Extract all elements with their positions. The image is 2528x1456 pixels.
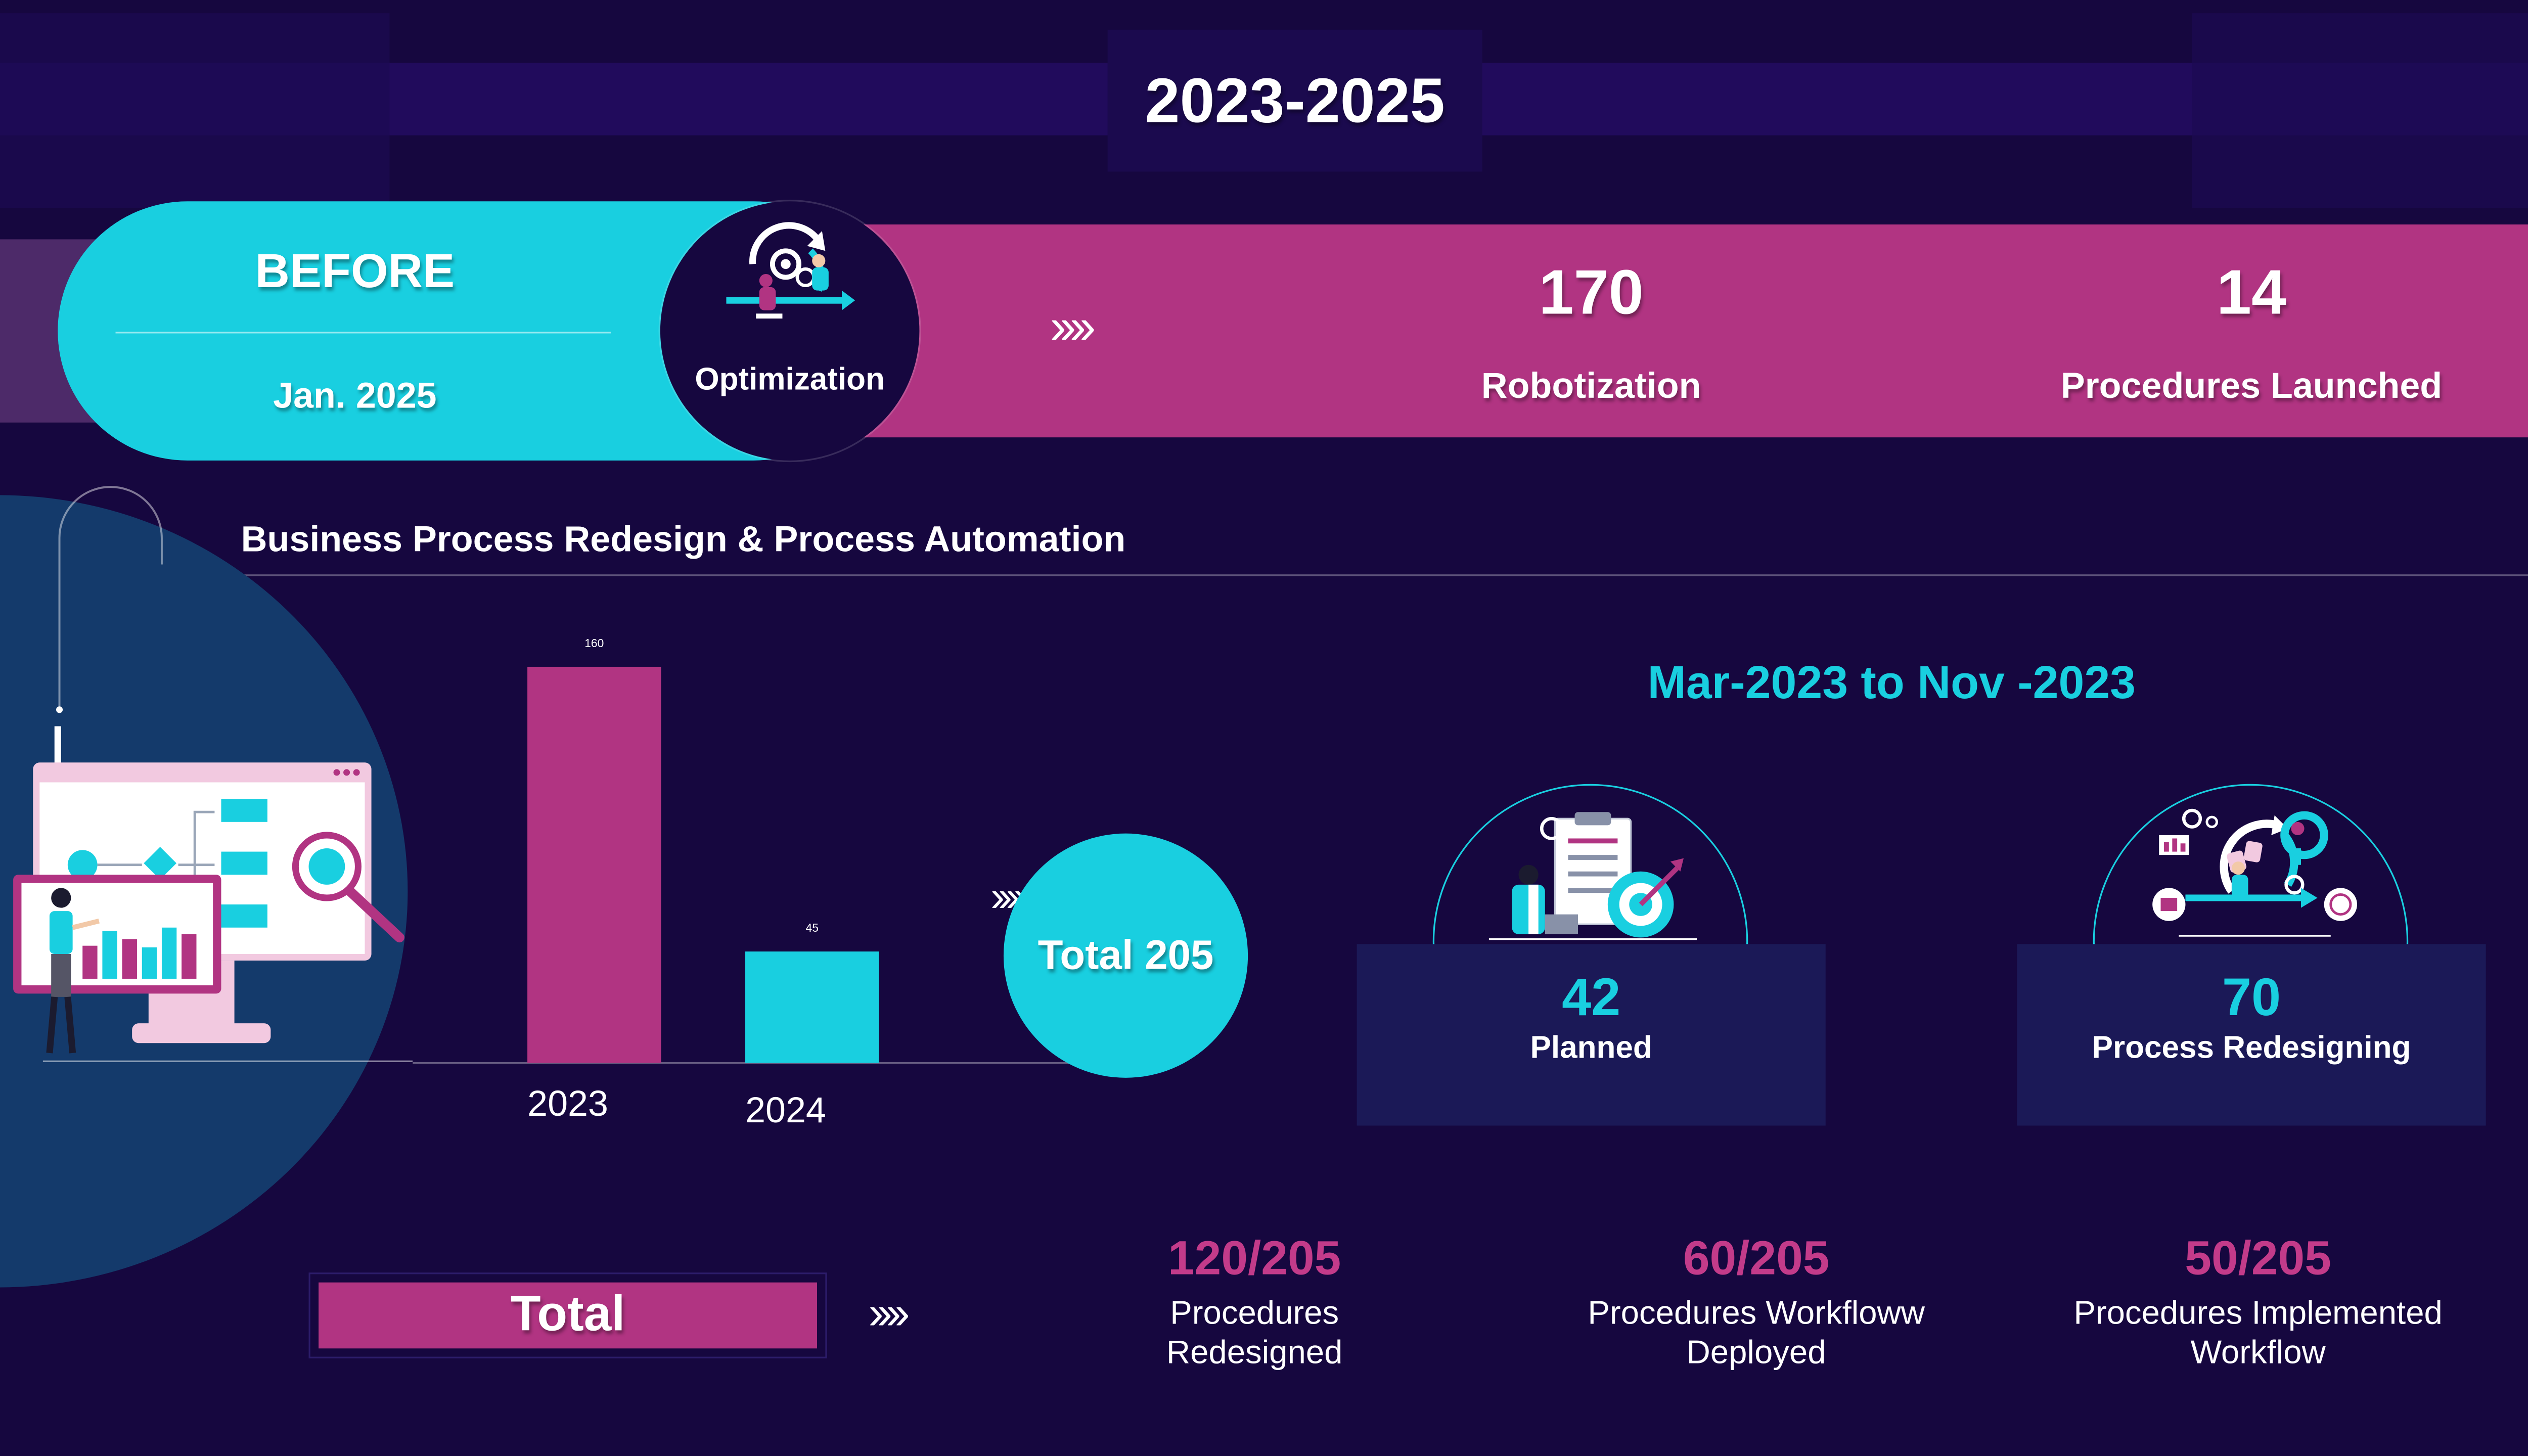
stat-value-procedures-launched: 14 [2217,259,2287,329]
total-bar [319,1282,818,1349]
totals-arrows: ›››› [868,1287,910,1339]
section-rule [201,574,2528,576]
connector-line [56,486,163,713]
tick-label-2024: 2024 [745,1090,826,1130]
stat-label-procedures-launched: Procedures Launched [2060,365,2443,406]
page-title: 2023-2025 [1145,67,1445,137]
target-checklist-icon [1488,812,1697,940]
header-band-right [2192,13,2528,208]
banner-magenta-bar [792,224,2528,438]
total-item-deployed-line2: Deployed [1686,1335,1826,1372]
period-title: Mar-2023 to Nov -2023 [1647,657,2136,708]
section-title: Business Process Redesign & Process Auto… [241,518,1126,560]
process-gear-icon [2152,808,2357,937]
before-label: BEFORE [255,246,455,299]
total-circle [1003,833,1248,1078]
total-item-implemented-line2: Workflow [2190,1335,2326,1372]
before-divider [115,332,611,334]
total-item-deployed-line1: Procedures Workfloww [1588,1295,1925,1332]
total-label: Total [510,1287,625,1342]
bar-chart: 160 2023 45 2024 [413,636,1073,1130]
card-planned-value: 42 [1562,967,1621,1027]
optimization-icon [726,222,855,319]
total-item-redesigned-line2: Redesigned [1166,1335,1343,1372]
header-title-box [1107,29,1482,172]
total-item-implemented-value: 50/205 [2185,1233,2331,1286]
before-date: Jan. 2025 [273,375,437,416]
card-redesigning-value: 70 [2222,967,2281,1027]
card-redesigning-label: Process Redesigning [2092,1031,2411,1066]
total-item-redesigned-line1: Procedures [1170,1295,1339,1332]
dashboard-illustration-icon [13,726,413,1062]
total-item-deployed-value: 60/205 [1683,1233,1830,1286]
optimization-label: Optimization [695,363,885,398]
header-band-left [0,13,390,208]
total-bar-frame [308,1272,827,1358]
card-redesigning [2017,944,2486,1126]
bar-2023 [527,666,661,1063]
data-label-2024: 45 [806,921,819,934]
bar-2024 [745,951,879,1063]
stat-label-robotization: Robotization [1481,365,1701,406]
tick-label-2023: 2023 [527,1083,608,1124]
data-label-2023: 160 [584,636,604,650]
card-planned-label: Planned [1530,1031,1652,1066]
total-circle-label: Total 205 [1037,932,1214,979]
total-item-redesigned-value: 120/205 [1168,1233,1341,1286]
total-item-implemented-line1: Procedures Implemented [2073,1295,2443,1332]
card-planned [1357,944,1826,1126]
stat-value-robotization: 170 [1539,259,1644,329]
banner-arrows: ›››› [1050,300,1096,355]
optimization-badge [660,201,920,461]
